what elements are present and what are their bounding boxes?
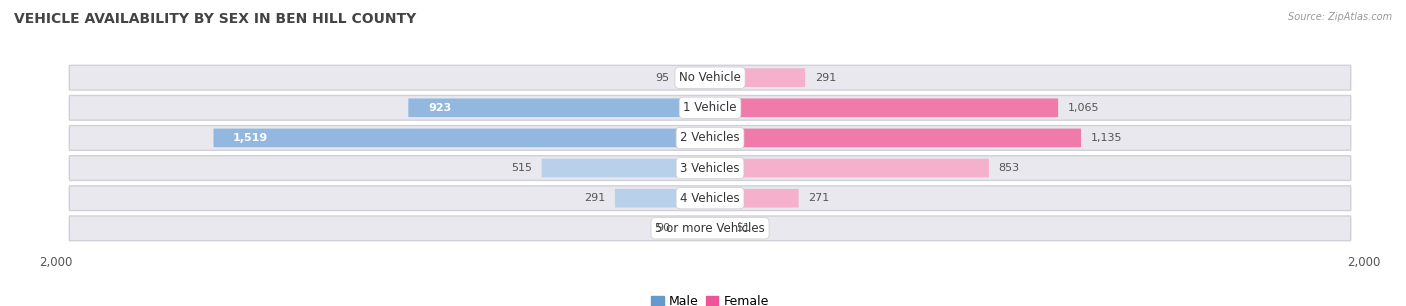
Text: 51: 51 bbox=[737, 223, 751, 233]
Text: VEHICLE AVAILABILITY BY SEX IN BEN HILL COUNTY: VEHICLE AVAILABILITY BY SEX IN BEN HILL … bbox=[14, 12, 416, 26]
FancyBboxPatch shape bbox=[710, 68, 806, 87]
FancyBboxPatch shape bbox=[710, 219, 727, 238]
Text: 95: 95 bbox=[655, 73, 669, 83]
FancyBboxPatch shape bbox=[69, 65, 1351, 90]
FancyBboxPatch shape bbox=[541, 159, 710, 177]
FancyBboxPatch shape bbox=[710, 189, 799, 207]
Text: No Vehicle: No Vehicle bbox=[679, 71, 741, 84]
FancyBboxPatch shape bbox=[69, 125, 1351, 150]
Legend: Male, Female: Male, Female bbox=[647, 290, 773, 306]
FancyBboxPatch shape bbox=[681, 219, 710, 238]
Text: 3 Vehicles: 3 Vehicles bbox=[681, 162, 740, 174]
FancyBboxPatch shape bbox=[614, 189, 710, 207]
Text: 2 Vehicles: 2 Vehicles bbox=[681, 132, 740, 144]
Text: 1,065: 1,065 bbox=[1069, 103, 1099, 113]
FancyBboxPatch shape bbox=[408, 99, 710, 117]
Text: 5 or more Vehicles: 5 or more Vehicles bbox=[655, 222, 765, 235]
FancyBboxPatch shape bbox=[710, 99, 1059, 117]
Text: 4 Vehicles: 4 Vehicles bbox=[681, 192, 740, 205]
Text: 271: 271 bbox=[808, 193, 830, 203]
Text: 515: 515 bbox=[510, 163, 531, 173]
Text: 291: 291 bbox=[583, 193, 605, 203]
FancyBboxPatch shape bbox=[710, 129, 1081, 147]
FancyBboxPatch shape bbox=[69, 95, 1351, 120]
Text: 291: 291 bbox=[815, 73, 837, 83]
FancyBboxPatch shape bbox=[214, 129, 710, 147]
FancyBboxPatch shape bbox=[69, 216, 1351, 241]
Text: 1 Vehicle: 1 Vehicle bbox=[683, 101, 737, 114]
FancyBboxPatch shape bbox=[710, 159, 988, 177]
Text: 1,135: 1,135 bbox=[1091, 133, 1122, 143]
Text: 853: 853 bbox=[998, 163, 1019, 173]
Text: 923: 923 bbox=[427, 103, 451, 113]
Text: 1,519: 1,519 bbox=[233, 133, 269, 143]
Text: 90: 90 bbox=[657, 223, 671, 233]
Text: Source: ZipAtlas.com: Source: ZipAtlas.com bbox=[1288, 12, 1392, 22]
FancyBboxPatch shape bbox=[69, 186, 1351, 211]
FancyBboxPatch shape bbox=[679, 68, 710, 87]
FancyBboxPatch shape bbox=[69, 156, 1351, 181]
